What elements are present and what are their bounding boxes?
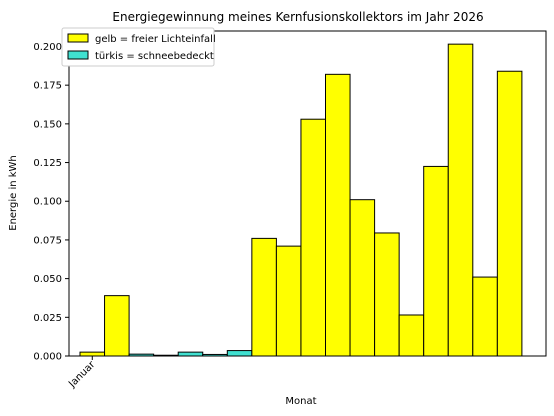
bar-8	[251, 237, 277, 357]
y-tick-label-7: 0.175	[33, 81, 62, 92]
bar-1	[79, 351, 106, 357]
y-tick-label-5: 0.125	[33, 158, 62, 169]
y-tick-label-2: 0.050	[33, 274, 62, 285]
bar-2	[104, 295, 130, 357]
bar-5	[177, 351, 204, 357]
bar-9	[275, 245, 302, 357]
bar-11	[325, 73, 351, 357]
bar-17	[472, 276, 498, 357]
y-tick-label-4: 0.100	[33, 197, 62, 208]
plot-frame	[68, 30, 547, 357]
legend-label-1: türkis = schneebedeckt	[95, 51, 214, 62]
bar-13	[374, 232, 400, 357]
bar-7	[226, 350, 253, 357]
bar-18	[496, 70, 523, 357]
legend-label-0: gelb = freier Lichteinfall	[95, 34, 216, 45]
y-tick-label-6: 0.150	[33, 119, 62, 130]
y-axis-label: Energie in kWh	[8, 155, 19, 231]
legend-swatch-1	[67, 50, 89, 60]
y-tick-label-8: 0.200	[33, 42, 62, 53]
y-axis: 0.000 0.025 0.050 0.075 0.100 0.125 0.150 0.175…	[33, 42, 69, 363]
bar-15	[423, 165, 449, 357]
y-tick-label-1: 0.025	[33, 313, 62, 324]
bar-10	[300, 118, 327, 357]
y-tick-label-3: 0.075	[33, 235, 62, 246]
legend: gelb = freier Lichteinfall türkis = schne…	[61, 27, 216, 67]
bars-group	[79, 43, 523, 357]
chart-title: Energiegewinnung meines Kernfusionskolle…	[112, 10, 483, 24]
legend-box	[61, 27, 215, 67]
bar-14	[398, 314, 425, 357]
x-axis-label: Monat	[285, 396, 316, 407]
legend-swatch-0	[67, 33, 89, 43]
bar-12	[349, 199, 376, 357]
bar-16	[447, 43, 474, 357]
y-tick-label-0: 0.000	[33, 352, 62, 363]
